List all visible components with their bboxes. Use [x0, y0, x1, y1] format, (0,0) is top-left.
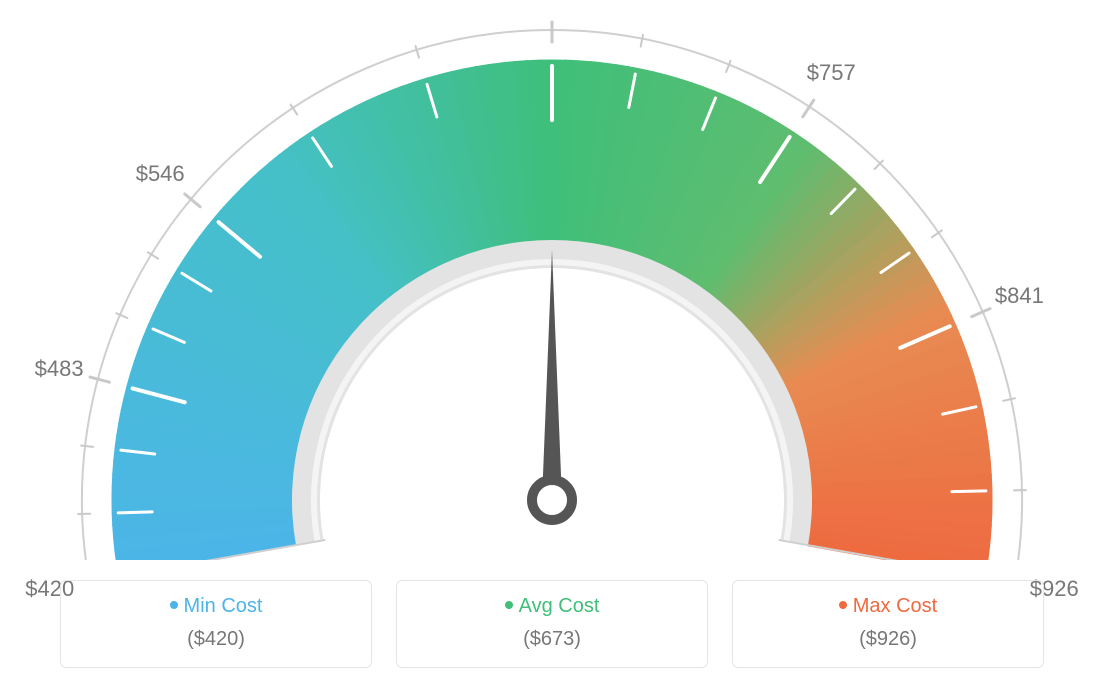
- legend-max-label: Max Cost: [853, 595, 937, 617]
- legend-min-label: Min Cost: [184, 595, 263, 617]
- gauge-tick-label: $483: [35, 356, 84, 382]
- dot-icon: [839, 601, 847, 609]
- dot-icon: [170, 601, 178, 609]
- legend-avg-label: Avg Cost: [519, 595, 600, 617]
- legend-row: Min Cost ($420) Avg Cost ($673) Max Cost…: [60, 580, 1044, 668]
- dot-icon: [505, 601, 513, 609]
- legend-min-value: ($420): [71, 628, 361, 651]
- gauge-svg: [0, 0, 1104, 560]
- legend-card-max: Max Cost ($926): [732, 580, 1044, 668]
- gauge-tick-label: $546: [136, 161, 185, 187]
- legend-card-avg: Avg Cost ($673): [396, 580, 708, 668]
- gauge-chart: $420$483$546$673$757$841$926: [0, 0, 1104, 560]
- legend-card-min: Min Cost ($420): [60, 580, 372, 668]
- legend-avg-value: ($673): [407, 628, 697, 651]
- legend-max-title: Max Cost: [743, 595, 1033, 618]
- gauge-tick-label: $757: [807, 60, 856, 86]
- legend-max-value: ($926): [743, 628, 1033, 651]
- legend-min-title: Min Cost: [71, 595, 361, 618]
- gauge-tick-label: $841: [995, 283, 1044, 309]
- gauge-tick-label: $673: [528, 0, 577, 3]
- legend-avg-title: Avg Cost: [407, 595, 697, 618]
